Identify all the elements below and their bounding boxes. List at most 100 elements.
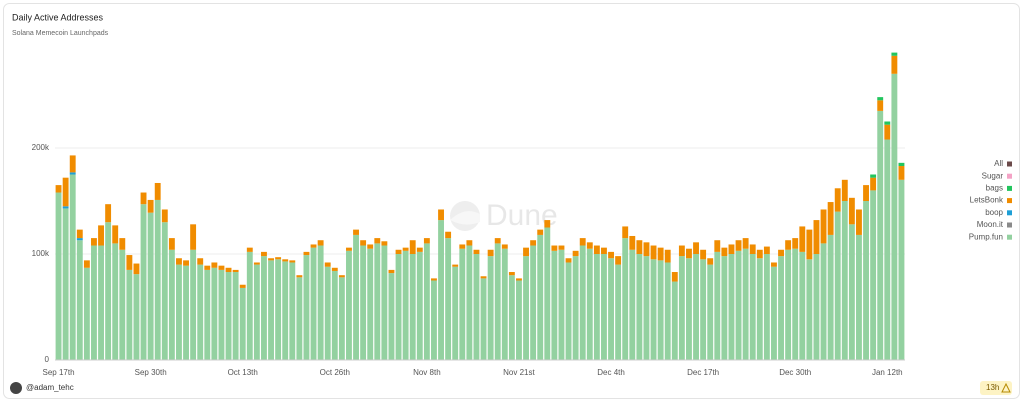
bar-segment bbox=[438, 220, 444, 360]
bar-segment bbox=[856, 209, 862, 235]
bar-segment bbox=[714, 251, 721, 360]
bar-segment bbox=[565, 258, 572, 263]
bar-segment bbox=[884, 139, 891, 360]
bar-segment bbox=[785, 249, 792, 360]
bar-segment bbox=[863, 201, 869, 360]
bar-segment bbox=[459, 248, 466, 360]
bar-segment bbox=[183, 265, 189, 360]
bar-segment bbox=[83, 267, 90, 360]
bar-segment bbox=[544, 227, 551, 360]
x-tick-label: Sep 30th bbox=[135, 368, 167, 377]
bar-segment bbox=[629, 235, 636, 250]
bar-segment bbox=[593, 254, 600, 360]
bar-segment bbox=[551, 245, 558, 251]
bar-segment bbox=[877, 97, 884, 101]
bar-segment bbox=[629, 249, 636, 360]
bar-segment bbox=[98, 245, 104, 360]
y-tick-label: 200k bbox=[32, 143, 50, 152]
bar-segment bbox=[650, 245, 657, 260]
bar-segment bbox=[161, 222, 168, 360]
legend-label: Moon.it bbox=[977, 220, 1004, 229]
bar-segment bbox=[848, 197, 855, 225]
bar-segment bbox=[91, 238, 97, 246]
bar-segment bbox=[452, 266, 459, 360]
bar-segment bbox=[452, 264, 459, 267]
bar-segment bbox=[586, 242, 593, 249]
bar-segment bbox=[416, 247, 423, 252]
y-tick-label: 0 bbox=[45, 355, 50, 364]
bar-segment bbox=[643, 256, 650, 360]
bar-segment bbox=[91, 245, 97, 360]
bar-segment bbox=[657, 260, 664, 360]
bar-segment bbox=[317, 245, 324, 360]
bar-segment bbox=[530, 245, 537, 360]
bar-segment bbox=[480, 278, 487, 360]
bar-segment bbox=[324, 262, 331, 267]
bar-segment bbox=[367, 244, 374, 249]
bar-segment bbox=[459, 244, 466, 249]
bar-segment bbox=[423, 238, 430, 244]
bar-segment bbox=[806, 229, 813, 260]
bar-segment bbox=[197, 264, 204, 360]
bar-segment bbox=[827, 234, 834, 360]
bar-segment bbox=[622, 238, 629, 360]
bar-segment bbox=[749, 244, 756, 254]
bar-segment bbox=[615, 256, 622, 265]
bar-segment bbox=[799, 251, 806, 360]
bar-segment bbox=[700, 249, 707, 260]
bar-segment bbox=[289, 262, 296, 360]
x-tick-label: Dec 4th bbox=[597, 368, 625, 377]
bar-segment bbox=[523, 256, 529, 360]
updated: 13h bbox=[986, 383, 999, 392]
bar-segment bbox=[721, 256, 728, 360]
bar-segment bbox=[848, 224, 855, 360]
bar-segment bbox=[537, 229, 544, 235]
legend-label: bags bbox=[986, 184, 1003, 193]
bar-segment bbox=[168, 238, 175, 250]
bar-segment bbox=[253, 264, 260, 360]
bar-segment bbox=[799, 226, 806, 252]
bar-segment bbox=[289, 260, 296, 263]
bar-segment bbox=[395, 249, 402, 254]
bar-segment bbox=[813, 220, 820, 254]
bar-segment bbox=[147, 212, 154, 360]
bar-segment bbox=[416, 251, 423, 360]
x-tick-label: Dec 17th bbox=[687, 368, 719, 377]
bar-segment bbox=[303, 255, 310, 360]
bar-segment bbox=[707, 258, 714, 265]
bar-segment bbox=[891, 55, 898, 74]
bar-segment bbox=[586, 248, 593, 360]
chart-subtitle: Solana Memecoin Launchpads bbox=[12, 30, 109, 37]
bar-segment bbox=[841, 179, 848, 201]
bar-segment bbox=[296, 277, 303, 360]
bar-segment bbox=[565, 262, 572, 360]
bar-segment bbox=[55, 185, 62, 193]
legend-swatch bbox=[1007, 161, 1012, 167]
bar-segment bbox=[579, 238, 586, 246]
bar-segment bbox=[346, 250, 352, 360]
bar-segment bbox=[778, 249, 784, 257]
author: @adam_tehc bbox=[26, 383, 74, 392]
bar-segment bbox=[239, 284, 246, 288]
bar-segment bbox=[891, 73, 898, 361]
bar-segment bbox=[140, 192, 147, 205]
bar-segment bbox=[678, 256, 685, 360]
bar-segment bbox=[409, 254, 416, 360]
bar-segment bbox=[211, 262, 218, 268]
legend-swatch bbox=[1007, 234, 1012, 240]
bar-segment bbox=[246, 251, 253, 360]
bar-segment bbox=[898, 162, 905, 167]
bar-segment bbox=[232, 272, 239, 360]
bar-segment bbox=[119, 238, 126, 250]
bar-segment bbox=[183, 260, 189, 266]
bar-segment bbox=[664, 262, 671, 360]
bar-segment bbox=[686, 248, 692, 259]
bar-segment bbox=[749, 254, 756, 360]
bar-segment bbox=[636, 240, 643, 254]
bar-segment bbox=[353, 234, 359, 360]
author-avatar bbox=[10, 382, 22, 394]
bar-segment bbox=[154, 182, 161, 200]
watermark: Dune bbox=[450, 199, 558, 232]
bar-segment bbox=[126, 269, 133, 360]
bar-segment bbox=[494, 238, 501, 244]
